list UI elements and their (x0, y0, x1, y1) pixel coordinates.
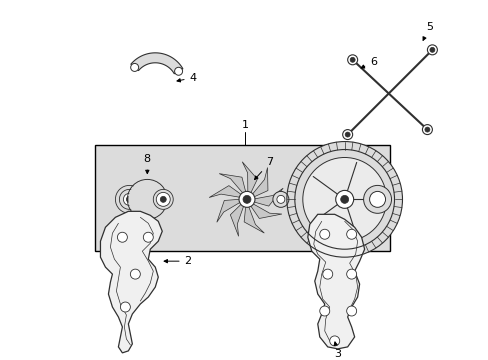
Circle shape (424, 127, 429, 132)
Polygon shape (219, 174, 246, 195)
Polygon shape (100, 211, 162, 353)
Circle shape (143, 232, 153, 242)
Circle shape (322, 269, 332, 279)
Circle shape (319, 229, 329, 239)
Circle shape (276, 195, 285, 203)
Circle shape (130, 269, 140, 279)
Polygon shape (307, 214, 364, 349)
Polygon shape (230, 202, 244, 236)
Text: 1: 1 (241, 120, 248, 130)
Circle shape (429, 48, 434, 52)
Polygon shape (242, 162, 257, 195)
Circle shape (346, 229, 356, 239)
Circle shape (427, 45, 436, 55)
Circle shape (342, 130, 352, 140)
Polygon shape (216, 199, 242, 222)
Circle shape (126, 196, 132, 202)
Polygon shape (209, 186, 243, 198)
Circle shape (120, 302, 130, 312)
Circle shape (329, 336, 339, 346)
Circle shape (369, 192, 385, 207)
Circle shape (156, 192, 170, 206)
Text: 4: 4 (177, 73, 196, 83)
Polygon shape (251, 188, 283, 206)
Circle shape (422, 125, 431, 135)
Circle shape (363, 185, 391, 213)
Circle shape (346, 306, 356, 316)
Text: 6: 6 (360, 57, 376, 68)
Circle shape (349, 57, 354, 62)
Text: 8: 8 (143, 154, 151, 174)
Circle shape (119, 189, 139, 209)
Bar (95, 144, 389, 251)
Circle shape (345, 132, 349, 137)
Circle shape (302, 157, 386, 241)
Polygon shape (249, 203, 281, 219)
Circle shape (335, 190, 353, 208)
Text: 2: 2 (164, 256, 191, 266)
Circle shape (346, 269, 356, 279)
Polygon shape (244, 204, 264, 233)
Polygon shape (250, 167, 267, 198)
Circle shape (123, 193, 135, 205)
Circle shape (347, 55, 357, 65)
Text: 7: 7 (254, 157, 273, 180)
Polygon shape (131, 53, 183, 74)
Text: 5: 5 (422, 22, 432, 40)
Circle shape (340, 195, 348, 203)
Circle shape (115, 185, 143, 213)
Circle shape (128, 180, 166, 218)
Circle shape (243, 195, 250, 203)
Circle shape (117, 232, 127, 242)
Circle shape (160, 196, 166, 202)
Circle shape (272, 192, 288, 207)
Circle shape (153, 189, 173, 209)
Circle shape (286, 141, 402, 257)
Circle shape (130, 63, 139, 71)
Circle shape (174, 67, 182, 75)
Circle shape (319, 306, 329, 316)
Circle shape (239, 192, 254, 207)
Text: 3: 3 (333, 342, 341, 359)
